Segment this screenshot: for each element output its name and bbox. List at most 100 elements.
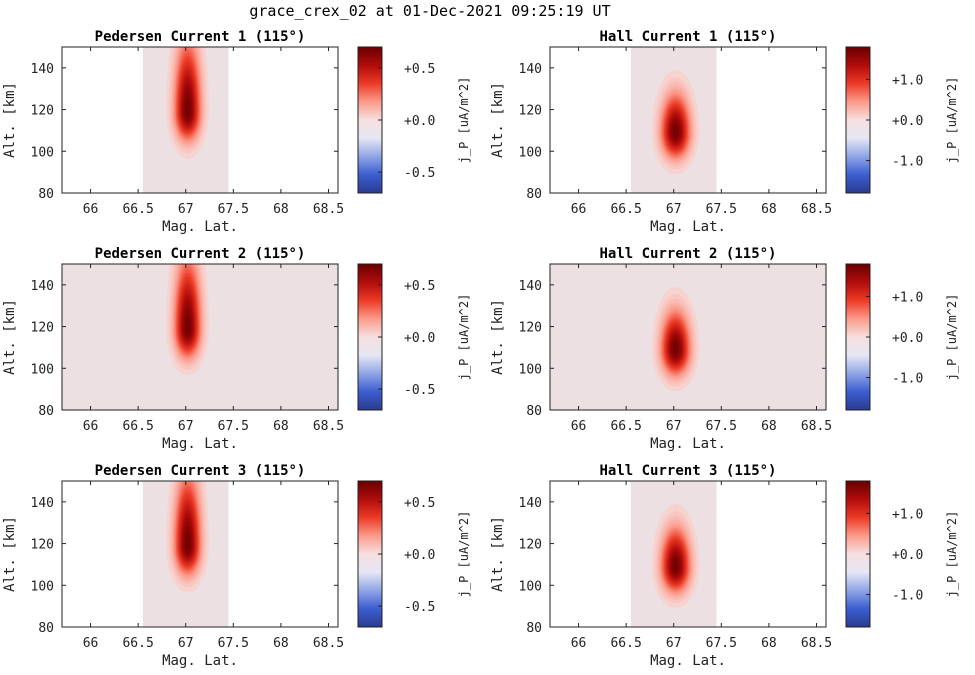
colorbar-tick-label: +1.0 xyxy=(892,73,923,88)
colorbar-tick-label: +0.0 xyxy=(892,331,923,346)
y-tick-label: 80 xyxy=(526,187,542,202)
axes-title: Pedersen Current 2 (115°) xyxy=(95,246,306,262)
y-tick-label: 120 xyxy=(519,321,542,336)
y-tick-label: 80 xyxy=(526,404,542,419)
x-axis-label: Mag. Lat. xyxy=(162,219,238,235)
y-tick-label: 100 xyxy=(31,362,54,377)
x-axis-label: Mag. Lat. xyxy=(162,653,238,669)
x-tick-label: 66 xyxy=(571,636,587,651)
colorbar-tick-label: -0.5 xyxy=(404,600,435,615)
axes-frame xyxy=(61,263,339,411)
axes-title: Hall Current 1 (115°) xyxy=(599,29,776,45)
x-tick-label: 67 xyxy=(178,419,194,434)
y-tick-label: 140 xyxy=(31,496,54,511)
x-tick-label: 67 xyxy=(666,202,682,217)
x-tick-label: 67.5 xyxy=(706,636,737,651)
panel-pedersen3: Pedersen Current 3 (115°) 66 66.5 67 67.5 68 6… xyxy=(2,463,471,669)
colorbar-label: j_P [uA/m^2] xyxy=(945,294,959,381)
y-tick-label: 140 xyxy=(31,279,54,294)
colorbar-tick-label: +0.0 xyxy=(404,331,435,346)
x-axis-label: Mag. Lat. xyxy=(650,436,726,452)
x-tick-label: 67 xyxy=(178,202,194,217)
panel-pedersen1: Pedersen Current 1 (115°) 66 66.5 67 67.5 68 6… xyxy=(2,29,471,235)
heat-contour xyxy=(672,125,679,138)
y-tick-label: 80 xyxy=(38,187,54,202)
axes-title: Hall Current 2 (115°) xyxy=(599,246,776,262)
heat-field xyxy=(651,69,700,175)
x-tick-label: 66.5 xyxy=(122,419,153,434)
y-tick-label: 80 xyxy=(38,404,54,419)
x-tick-label: 67 xyxy=(666,419,682,434)
heat-contour xyxy=(185,98,191,118)
y-axis-label: Alt. [km] xyxy=(490,82,506,158)
x-tick-label: 66 xyxy=(83,419,99,434)
colorbar-label: j_P [uA/m^2] xyxy=(945,511,959,598)
colorbar-tick-label: +0.5 xyxy=(404,62,435,77)
y-tick-label: 140 xyxy=(519,496,542,511)
panel-hall1: Hall Current 1 (115°) 66 66.5 67 67.5 68 68.5 8… xyxy=(490,29,959,235)
heat-field xyxy=(651,503,700,609)
heat-field xyxy=(166,264,210,376)
x-tick-label: 66 xyxy=(571,419,587,434)
colorbar-tick-label: +0.0 xyxy=(892,548,923,563)
y-axis-label: Alt. [km] xyxy=(2,516,18,592)
y-tick-label: 120 xyxy=(519,538,542,553)
x-tick-label: 68 xyxy=(761,636,777,651)
axes-frame xyxy=(549,263,827,411)
x-tick-label: 67 xyxy=(666,636,682,651)
x-tick-label: 67.5 xyxy=(706,419,737,434)
x-tick-label: 67 xyxy=(178,636,194,651)
x-tick-label: 66.5 xyxy=(610,636,641,651)
x-tick-label: 68.5 xyxy=(801,419,832,434)
colorbar-tick-label: +1.0 xyxy=(892,507,923,522)
heat-field xyxy=(166,481,210,593)
axes-title: Pedersen Current 3 (115°) xyxy=(95,463,306,479)
colorbar-tick-label: +0.0 xyxy=(404,548,435,563)
y-tick-label: 120 xyxy=(31,104,54,119)
x-tick-label: 68.5 xyxy=(313,636,344,651)
axes-title: Hall Current 3 (115°) xyxy=(599,463,776,479)
colorbar-tick-label: +0.5 xyxy=(404,496,435,511)
colorbar-label: j_P [uA/m^2] xyxy=(457,294,471,381)
axes-frame xyxy=(549,46,827,194)
y-tick-label: 80 xyxy=(526,621,542,636)
colorbar-label: j_P [uA/m^2] xyxy=(457,77,471,164)
y-tick-label: 80 xyxy=(38,621,54,636)
y-tick-label: 100 xyxy=(519,579,542,594)
x-tick-label: 66.5 xyxy=(122,636,153,651)
x-tick-label: 66.5 xyxy=(122,202,153,217)
colorbar-tick-label: +0.5 xyxy=(404,279,435,294)
x-tick-label: 68 xyxy=(273,636,289,651)
x-tick-label: 66 xyxy=(571,202,587,217)
heat-field xyxy=(651,286,700,392)
x-tick-label: 67.5 xyxy=(218,419,249,434)
x-tick-label: 66 xyxy=(83,202,99,217)
x-axis-label: Mag. Lat. xyxy=(162,436,238,452)
colorbar-tick-label: -0.5 xyxy=(404,383,435,398)
x-tick-label: 68 xyxy=(761,202,777,217)
panel-hall3: Hall Current 3 (115°) 66 66.5 67 67.5 68 68.5 8… xyxy=(490,463,959,669)
figure-title: grace_crex_02 at 01-Dec-2021 09:25:19 UT xyxy=(249,2,610,20)
y-axis-label: Alt. [km] xyxy=(490,299,506,375)
x-tick-label: 68 xyxy=(273,202,289,217)
colorbar-label: j_P [uA/m^2] xyxy=(945,77,959,164)
axes-frame xyxy=(61,46,339,194)
y-tick-label: 120 xyxy=(31,538,54,553)
y-tick-label: 100 xyxy=(31,145,54,160)
colorbar-label: j_P [uA/m^2] xyxy=(457,511,471,598)
y-tick-label: 140 xyxy=(519,279,542,294)
x-tick-label: 68.5 xyxy=(801,202,832,217)
x-tick-label: 66 xyxy=(83,636,99,651)
colorbar-tick-label: -1.0 xyxy=(892,155,923,170)
axes-title: Pedersen Current 1 (115°) xyxy=(95,29,306,45)
y-tick-label: 100 xyxy=(519,362,542,377)
y-tick-label: 100 xyxy=(519,145,542,160)
axes-frame xyxy=(61,480,339,628)
y-axis-label: Alt. [km] xyxy=(2,299,18,375)
x-tick-label: 66.5 xyxy=(610,202,641,217)
x-tick-label: 66.5 xyxy=(610,419,641,434)
panel-hall2: Hall Current 2 (115°) 66 66.5 67 67.5 68 68.5 8… xyxy=(490,246,959,452)
colorbar-tick-label: -1.0 xyxy=(892,589,923,604)
heat-contour xyxy=(672,559,679,572)
